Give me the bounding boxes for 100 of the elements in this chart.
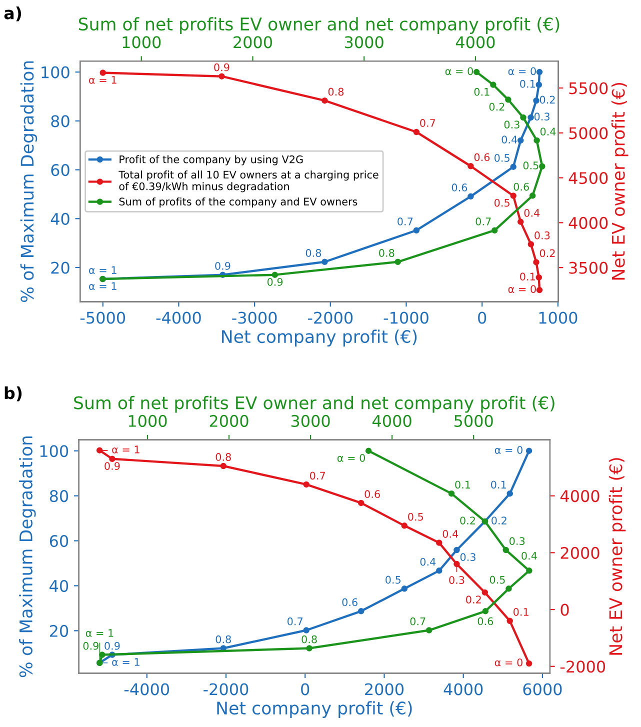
- annotation: 0.1: [491, 480, 506, 489]
- y-tick-label: 80: [51, 115, 70, 128]
- y2-tick-label: 3500: [569, 262, 608, 274]
- annotation: 0.4: [524, 208, 540, 217]
- x-tick-label: -4000: [124, 683, 170, 696]
- x2-axis-title: Sum of net profits EV owner and net company profit (€): [74, 396, 554, 413]
- annotation: 0.2: [489, 102, 504, 111]
- x-tick-label: -3000: [232, 312, 277, 324]
- annotation: α = 1: [89, 76, 116, 84]
- annotation: 0.8: [328, 88, 344, 96]
- annotation: 0.8: [379, 249, 394, 257]
- x-tick-label: 4000: [444, 683, 483, 696]
- annotation: 0.3: [504, 120, 520, 129]
- legend-label: Sum of profits of the company and EV owners: [119, 197, 358, 208]
- x-tick-label: 6000: [523, 683, 562, 696]
- annotation: 0.1: [474, 88, 490, 96]
- annotation: 0.5: [386, 576, 401, 584]
- annotation: 0.3: [449, 576, 464, 584]
- annotation: α = 1: [89, 266, 116, 274]
- annotation: α = 1: [112, 658, 140, 666]
- annotation: α = 1: [86, 629, 114, 637]
- annotation: α = 0: [494, 446, 522, 454]
- text: b): [4, 386, 22, 402]
- y-tick-label: 40: [50, 212, 70, 225]
- annotation: 0.9: [104, 642, 120, 650]
- annotation: 0.8: [216, 453, 231, 461]
- annotation: 0.8: [306, 249, 322, 257]
- x-tick-label: -5000: [80, 312, 126, 324]
- annotation: 0.6: [452, 184, 468, 192]
- y2-tick-label: -2000: [560, 660, 606, 673]
- x2-tick-label: 3000: [344, 36, 384, 48]
- y-tick-label: 60: [51, 164, 70, 176]
- x2-tick-label: 4000: [372, 414, 412, 428]
- legend-label: Total profit of all 10 EV owners at a charging price of €0.39/kWh minus degradation: [118, 170, 378, 192]
- x-axis-title: Net company profit (€): [222, 330, 417, 346]
- x-axis-title: Net company profit (€): [217, 701, 412, 718]
- y2-tick-label: 5000: [569, 127, 608, 140]
- x2-tick-label: 4000: [456, 36, 495, 48]
- annotation: 0.5: [523, 162, 538, 170]
- annotation: α = 1: [112, 446, 140, 454]
- y-axis-title: % of Maximum Degradation: [20, 61, 38, 302]
- legend-label: Profit of the company by using V2G: [120, 155, 303, 166]
- x2-tick-label: 2000: [234, 36, 272, 48]
- annotation: 0.2: [460, 516, 475, 524]
- y2-tick-label: 0: [560, 604, 569, 616]
- annotation: 0.9: [104, 462, 120, 470]
- y-tick-label: 80: [50, 490, 68, 502]
- annotation: 0.1: [455, 480, 470, 489]
- y-tick-label: 100: [40, 445, 68, 458]
- annotation: 0.6: [342, 598, 358, 606]
- annotation: 0.3: [510, 537, 525, 546]
- y-tick-label: 40: [50, 580, 68, 592]
- annotation: α = 0: [445, 67, 473, 76]
- annotation: 0.2: [540, 96, 555, 104]
- y2-axis-title: Net EV owner profit (€): [608, 458, 626, 655]
- annotation: α = 0: [494, 658, 522, 666]
- annotation: 0.6: [364, 490, 380, 498]
- y2-tick-label: 2000: [560, 546, 600, 559]
- annotation: 0.4: [420, 558, 436, 566]
- x-tick-label: 2000: [365, 683, 404, 696]
- x2-tick-label: 5000: [454, 414, 493, 428]
- annotation: 0.9: [214, 63, 230, 72]
- annotation: 0.5: [494, 198, 510, 207]
- x2-tick-label: 1000: [122, 36, 161, 48]
- x-tick-label: -1000: [384, 312, 428, 324]
- x2-tick-label: 2000: [210, 414, 248, 428]
- y-tick-label: 20: [51, 262, 70, 274]
- annotation: 0.2: [466, 596, 481, 604]
- annotation: 0.4: [502, 136, 518, 144]
- annotation: 0.4: [540, 128, 556, 136]
- annotation: 0.3: [460, 553, 476, 562]
- y-axis-title: % of Maximum Degradation: [19, 436, 36, 678]
- annotation: 0.4: [442, 530, 458, 538]
- annotation: 0.7: [476, 218, 491, 226]
- annotation: 0.7: [398, 218, 413, 226]
- y2-tick-label: 4500: [568, 172, 608, 184]
- annotation: 0.9: [267, 278, 283, 286]
- annotation: α = 0: [508, 285, 536, 293]
- annotation: 0.5: [408, 512, 424, 521]
- y2-axis-title: Net EV owner profit (€): [611, 82, 628, 280]
- y-tick-label: 60: [50, 534, 68, 548]
- x-tick-label: -2000: [308, 312, 353, 324]
- annotation: 0.4: [522, 552, 537, 560]
- annotation: 0.8: [216, 635, 231, 644]
- annotation: α = 1: [89, 282, 116, 290]
- annotation: 0.1: [520, 80, 535, 88]
- y2-tick-label: 5500: [569, 82, 608, 94]
- text: a): [4, 6, 22, 22]
- x-tick-label: -2000: [204, 683, 248, 696]
- annotation: 0.3: [534, 231, 550, 240]
- annotation: 0.1: [514, 608, 528, 616]
- x2-tick-label: 1000: [128, 414, 167, 428]
- annotation: 0.7: [287, 617, 302, 626]
- annotation: 0.3: [534, 112, 550, 121]
- x2-tick-label: 3000: [291, 414, 330, 428]
- y-tick-label: 20: [50, 624, 68, 638]
- annotation: 0.5: [494, 154, 510, 162]
- annotation: 0.7: [410, 617, 426, 626]
- x-tick-label: -4000: [156, 312, 201, 324]
- y-tick-label: 100: [42, 66, 70, 78]
